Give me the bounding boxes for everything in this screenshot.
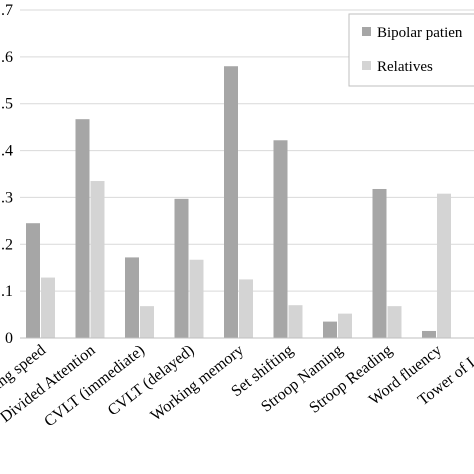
bar-bipolar — [273, 140, 288, 338]
y-tick-label: .7 — [1, 2, 13, 19]
bar-relatives — [437, 193, 451, 338]
bar-relatives — [41, 277, 55, 338]
bar-bipolar — [125, 257, 139, 338]
bar-bipolar — [372, 188, 387, 338]
bar-series — [26, 66, 451, 338]
bar-relatives — [338, 313, 352, 338]
bar-bipolar — [422, 330, 436, 338]
bar-bipolar — [174, 198, 189, 338]
legend-label-relatives: Relatives — [377, 59, 433, 75]
bar-bipolar — [224, 66, 238, 338]
bar-bipolar — [323, 321, 337, 338]
y-tick-label: .6 — [1, 49, 13, 66]
y-tick-label: 0 — [5, 330, 13, 347]
bar-relatives — [288, 305, 303, 338]
bar-bipolar — [26, 223, 40, 338]
legend-swatch-bipolar — [362, 27, 371, 36]
y-tick-label: .4 — [1, 143, 13, 160]
y-tick-label: .5 — [1, 96, 13, 113]
y-tick-label: .3 — [1, 189, 13, 206]
bar-relatives — [140, 306, 154, 338]
y-axis-tick-labels: .7 .6 .5 .4 .3 .2 .1 0 — [1, 2, 13, 347]
legend-box — [348, 13, 474, 87]
bar-relatives — [387, 306, 402, 338]
legend-swatch-relatives — [362, 61, 371, 70]
legend: Bipolar patien Relatives — [348, 13, 474, 87]
bar-relatives — [189, 259, 204, 338]
y-tick-label: .1 — [1, 283, 13, 300]
bar-relatives — [90, 181, 105, 338]
y-tick-label: .2 — [1, 236, 13, 253]
bar-relatives — [239, 279, 253, 338]
bar-bipolar — [75, 119, 90, 338]
legend-label-bipolar: Bipolar patien — [377, 25, 463, 41]
